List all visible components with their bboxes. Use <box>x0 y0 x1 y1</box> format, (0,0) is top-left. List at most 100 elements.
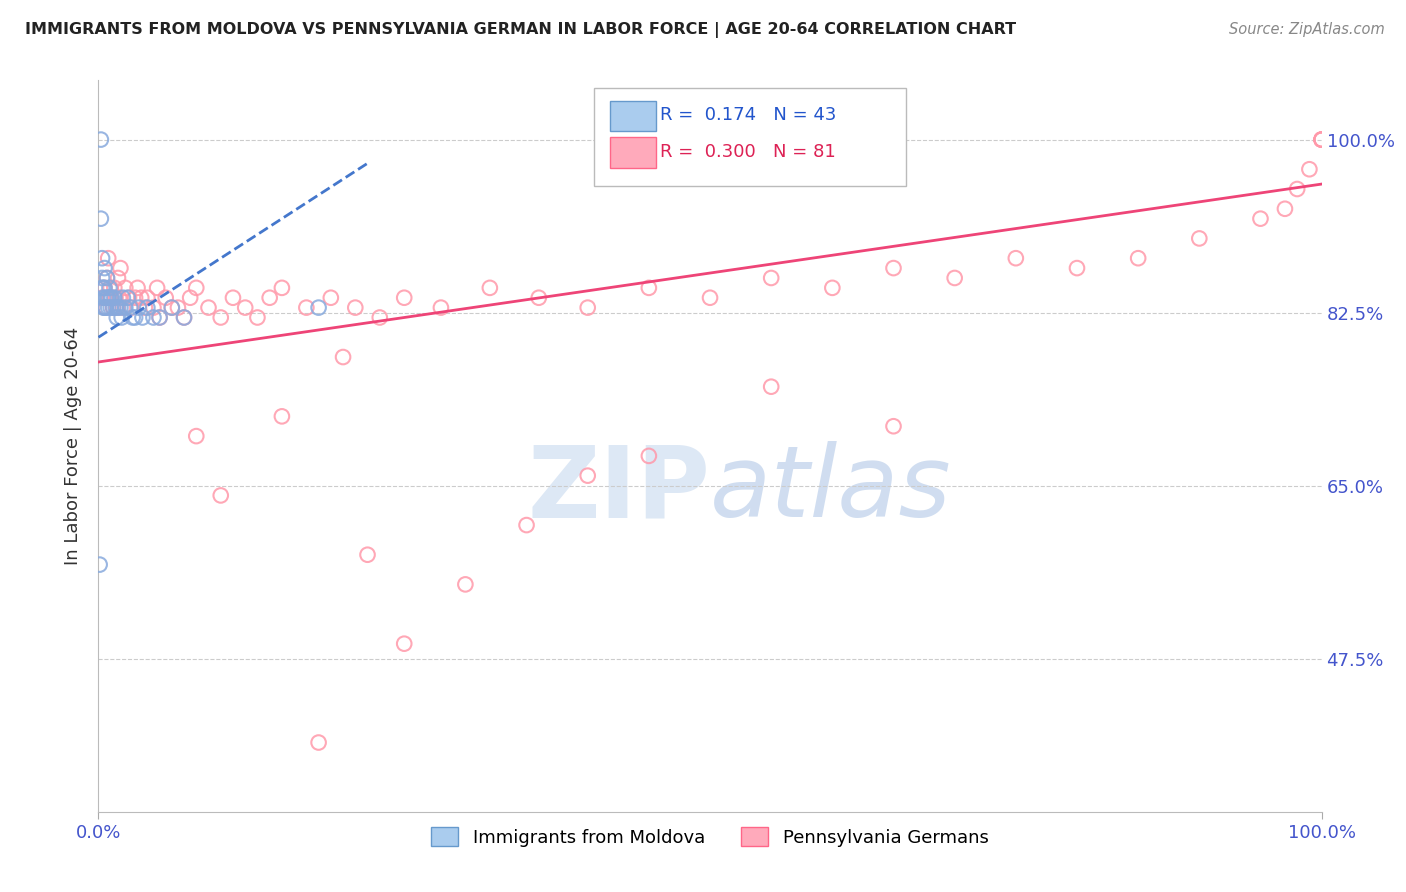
Point <box>515 518 537 533</box>
Point <box>101 301 124 315</box>
Point <box>100 291 122 305</box>
Point <box>259 291 281 305</box>
Point <box>97 251 120 265</box>
Point <box>124 310 146 325</box>
Point <box>142 310 165 325</box>
Point <box>308 735 330 749</box>
Point <box>699 291 721 305</box>
Point <box>142 301 165 315</box>
Point <box>146 281 169 295</box>
Point <box>576 468 599 483</box>
Point <box>91 281 114 295</box>
Point <box>94 301 117 315</box>
Point <box>167 301 190 315</box>
Point <box>104 291 127 305</box>
FancyBboxPatch shape <box>593 87 905 186</box>
Point <box>110 261 132 276</box>
Point <box>478 281 501 295</box>
Point <box>233 301 256 315</box>
Point <box>1310 132 1333 146</box>
Point <box>91 301 114 315</box>
Point <box>100 291 122 305</box>
Point <box>110 301 132 315</box>
Point <box>319 291 342 305</box>
Point <box>91 271 114 285</box>
Point <box>160 301 183 315</box>
Point <box>94 291 117 305</box>
Point <box>344 301 367 315</box>
Point <box>761 380 783 394</box>
Point <box>430 301 453 315</box>
Point <box>368 310 391 325</box>
Point <box>91 291 114 305</box>
Text: ZIP: ZIP <box>527 442 710 539</box>
FancyBboxPatch shape <box>610 101 657 131</box>
Point <box>1274 202 1296 216</box>
Point <box>111 291 134 305</box>
Point <box>883 419 905 434</box>
Point <box>943 271 966 285</box>
Point <box>93 281 115 295</box>
Point <box>1298 162 1320 177</box>
Point <box>1004 251 1026 265</box>
Point <box>97 301 120 315</box>
Point <box>761 271 783 285</box>
Point <box>295 301 318 315</box>
Point <box>1066 261 1088 276</box>
Point <box>454 577 477 591</box>
Point <box>91 291 114 305</box>
Y-axis label: In Labor Force | Age 20-64: In Labor Force | Age 20-64 <box>63 326 82 566</box>
Point <box>91 281 114 295</box>
Point <box>1188 231 1211 245</box>
Point <box>186 281 208 295</box>
Point <box>101 301 124 315</box>
Point <box>883 261 905 276</box>
Point <box>96 291 118 305</box>
Point <box>118 291 141 305</box>
Point <box>96 271 118 285</box>
Point <box>186 429 208 443</box>
Point <box>107 301 129 315</box>
Point <box>392 291 416 305</box>
Point <box>149 310 172 325</box>
Point <box>222 291 245 305</box>
Point <box>124 291 146 305</box>
Point <box>120 301 142 315</box>
Text: Source: ZipAtlas.com: Source: ZipAtlas.com <box>1229 22 1385 37</box>
Point <box>1310 132 1333 146</box>
Point <box>308 301 330 315</box>
Point <box>111 301 134 315</box>
Point <box>637 449 661 463</box>
Point <box>270 281 294 295</box>
Point <box>105 301 128 315</box>
Point <box>89 558 111 572</box>
Point <box>100 281 122 295</box>
Point <box>93 301 115 315</box>
Point <box>94 301 117 315</box>
Text: atlas: atlas <box>710 442 952 539</box>
Point <box>209 310 232 325</box>
Point <box>105 310 128 325</box>
Point <box>173 310 195 325</box>
Point <box>1249 211 1271 226</box>
Point <box>120 301 142 315</box>
Point <box>209 488 232 502</box>
Text: R =  0.300   N = 81: R = 0.300 N = 81 <box>659 143 835 161</box>
Point <box>637 281 661 295</box>
Legend: Immigrants from Moldova, Pennsylvania Germans: Immigrants from Moldova, Pennsylvania Ge… <box>425 820 995 854</box>
Point <box>90 211 112 226</box>
Text: IMMIGRANTS FROM MOLDOVA VS PENNSYLVANIA GERMAN IN LABOR FORCE | AGE 20-64 CORREL: IMMIGRANTS FROM MOLDOVA VS PENNSYLVANIA … <box>25 22 1017 38</box>
Point <box>155 291 177 305</box>
Point <box>98 291 121 305</box>
Point <box>108 291 131 305</box>
Point <box>107 271 129 285</box>
Point <box>179 291 201 305</box>
Point <box>576 301 599 315</box>
Point <box>392 637 416 651</box>
Point <box>246 310 269 325</box>
Point <box>98 281 121 295</box>
Point <box>1128 251 1150 265</box>
Point <box>93 261 115 276</box>
Point <box>136 291 159 305</box>
Point <box>134 301 156 315</box>
